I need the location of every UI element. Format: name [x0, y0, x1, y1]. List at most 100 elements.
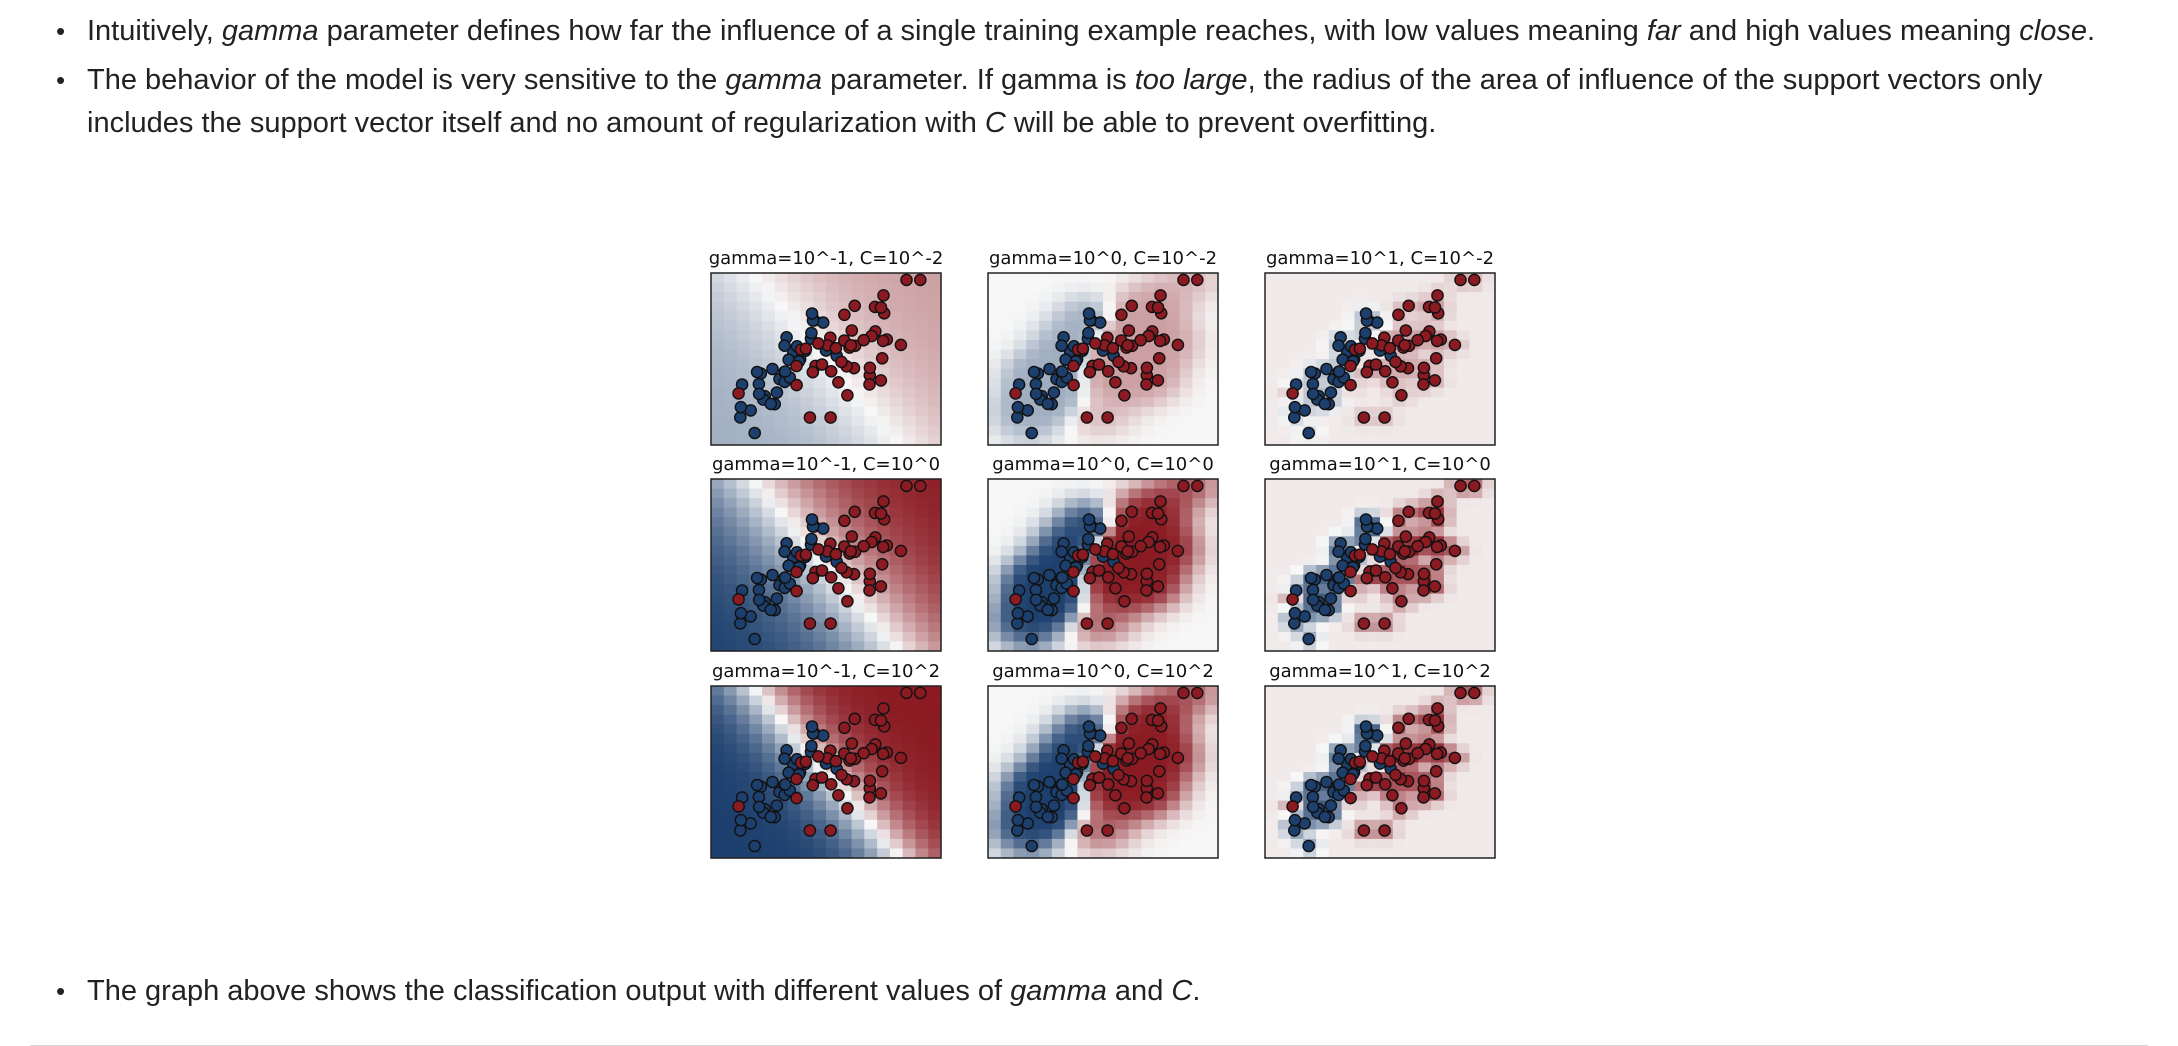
decision-field-cell [1392, 273, 1407, 284]
decision-field-cell [1290, 339, 1304, 351]
decision-field-cell [1265, 387, 1279, 398]
decision-field-cell [1166, 507, 1181, 518]
decision-field-cell [1303, 603, 1317, 614]
decision-field-cell [915, 320, 929, 331]
decision-field-cell [1115, 810, 1130, 821]
decision-field-cell [1077, 301, 1091, 312]
class-red-point [835, 768, 848, 782]
panel-frame [987, 478, 1219, 652]
decision-field-cell [1405, 479, 1419, 490]
decision-field-cell [813, 631, 827, 643]
decision-field-cell [1128, 848, 1142, 859]
decision-field-cell [1179, 714, 1194, 725]
decision-field-cell [1290, 848, 1304, 859]
decision-field-cell [1115, 435, 1130, 446]
decision-field-cell [1277, 743, 1292, 754]
decision-field-cell [762, 301, 776, 312]
decision-field-cell [1026, 330, 1040, 341]
decision-field-cell [1443, 349, 1458, 360]
decision-field-cell [889, 631, 904, 643]
decision-field-cell [711, 273, 725, 284]
decision-field-cell [1354, 603, 1368, 614]
decision-field-cell [1367, 724, 1381, 735]
decision-field-cell [1265, 695, 1279, 706]
decision-field-cell [1456, 695, 1471, 706]
class-red-point [1151, 787, 1165, 800]
decision-field-cell [1205, 273, 1219, 284]
class-blue-point [1055, 571, 1069, 584]
decision-field-cell [838, 416, 853, 427]
decision-field-cell [762, 517, 776, 528]
class-blue-point [1288, 400, 1302, 414]
class-red-point [1395, 595, 1408, 608]
decision-field-cell [762, 498, 776, 509]
decision-field-cell [1064, 714, 1079, 725]
decision-field-cell [1482, 416, 1496, 427]
decision-field-cell [851, 641, 865, 652]
decision-field-cell [1380, 320, 1394, 331]
body-text: The graph above shows the classification… [87, 975, 1011, 1007]
decision-field-cell [1141, 724, 1155, 735]
decision-field-cell [1026, 301, 1040, 312]
decision-field-cell [723, 612, 738, 623]
decision-field-cell [1431, 810, 1445, 821]
decision-field-cell [1000, 810, 1015, 821]
decision-field-cell [1303, 330, 1317, 341]
decision-field-cell [1026, 282, 1040, 293]
decision-field-cell [736, 724, 750, 735]
decision-field-cell [723, 498, 738, 509]
decision-field-cell [1090, 762, 1104, 773]
decision-field-cell [1443, 488, 1458, 499]
class-blue-point [1332, 545, 1345, 559]
decision-field-cell [1064, 292, 1079, 303]
class-red-point [914, 273, 927, 287]
decision-field-cell [1013, 498, 1027, 509]
decision-field-cell [1443, 743, 1458, 754]
decision-field-cell [1000, 612, 1015, 623]
decision-field-cell [1482, 498, 1496, 509]
decision-field-cell [988, 273, 1002, 284]
decision-field-cell [915, 555, 929, 566]
decision-field-cell [1277, 686, 1292, 697]
decision-field-cell [1090, 488, 1104, 499]
class-red-point [1092, 771, 1106, 784]
decision-field-cell [1456, 359, 1471, 370]
decision-field-cell [838, 612, 853, 623]
decision-field-cell [1392, 406, 1407, 417]
decision-field-cell [1154, 273, 1168, 284]
panel-title: gamma=10^-1, C=10^-2 [709, 248, 944, 269]
decision-field-cell [711, 714, 725, 725]
decision-field-cell [711, 631, 725, 643]
decision-field-cell [889, 810, 904, 821]
decision-field-cell [1000, 695, 1015, 706]
decision-field-cell [1367, 507, 1381, 518]
decision-field-cell [813, 507, 827, 518]
decision-field-cell [1380, 397, 1394, 408]
decision-field-cell [762, 724, 776, 735]
decision-field-cell [1277, 838, 1292, 850]
decision-field-cell [1179, 311, 1194, 322]
decision-field-cell [826, 631, 840, 643]
decision-field-cell [915, 829, 929, 840]
class-red-point [835, 561, 848, 575]
decision-field-cell [1103, 301, 1117, 312]
decision-field-cell [1341, 724, 1356, 735]
decision-field-cell [877, 273, 891, 284]
decision-field-cell [1192, 545, 1206, 557]
decision-field-cell [1026, 733, 1040, 744]
decision-field-cell [1328, 555, 1343, 566]
decision-field-cell [723, 791, 738, 802]
decision-field-cell [851, 311, 865, 322]
panel-title: gamma=10^-1, C=10^2 [712, 661, 940, 682]
decision-field-cell [762, 330, 776, 341]
decision-field-cell [1205, 359, 1219, 370]
class-blue-point [766, 362, 779, 376]
decision-field-cell [1341, 488, 1356, 499]
decision-field-cell [1000, 565, 1015, 576]
decision-field-cell [736, 368, 750, 379]
decision-field-cell [851, 282, 865, 293]
class-red-point [1386, 375, 1399, 389]
decision-field-cell [889, 819, 904, 830]
decision-field-cell [1469, 641, 1483, 652]
panel-title: gamma=10^-1, C=10^0 [712, 454, 940, 475]
